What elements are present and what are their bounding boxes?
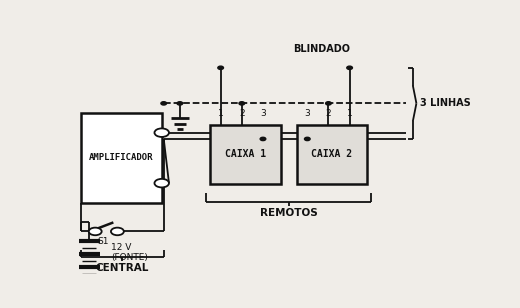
FancyBboxPatch shape <box>81 113 162 203</box>
Circle shape <box>347 66 353 69</box>
Text: 1: 1 <box>347 109 353 118</box>
Text: 3: 3 <box>260 109 266 118</box>
Text: CAIXA 1: CAIXA 1 <box>225 149 266 159</box>
Circle shape <box>305 137 310 140</box>
Text: REMOTOS: REMOTOS <box>260 208 318 218</box>
Text: AMPLIFICADOR: AMPLIFICADOR <box>89 153 154 162</box>
Text: 3: 3 <box>304 109 310 118</box>
Circle shape <box>177 102 183 105</box>
Text: 12 V
(FONTE): 12 V (FONTE) <box>111 243 148 262</box>
Text: 2: 2 <box>239 109 244 118</box>
Circle shape <box>154 179 169 187</box>
Text: CENTRAL: CENTRAL <box>96 263 149 273</box>
Text: 2: 2 <box>326 109 331 118</box>
FancyBboxPatch shape <box>210 125 281 184</box>
Text: 1: 1 <box>218 109 224 118</box>
Circle shape <box>161 102 166 105</box>
Circle shape <box>218 66 224 69</box>
Text: S1: S1 <box>97 237 109 246</box>
Circle shape <box>260 137 266 140</box>
Circle shape <box>111 228 124 235</box>
Text: CAIXA 2: CAIXA 2 <box>311 149 353 159</box>
Circle shape <box>239 102 244 105</box>
Circle shape <box>154 128 169 137</box>
Circle shape <box>326 102 331 105</box>
Text: 3 LINHAS: 3 LINHAS <box>421 98 471 108</box>
Text: BLINDADO: BLINDADO <box>293 43 349 54</box>
Circle shape <box>89 228 102 235</box>
FancyBboxPatch shape <box>297 125 367 184</box>
